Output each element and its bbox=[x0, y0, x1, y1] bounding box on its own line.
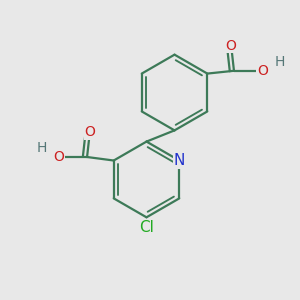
Text: O: O bbox=[53, 150, 64, 164]
Text: O: O bbox=[257, 64, 268, 78]
Text: O: O bbox=[226, 38, 237, 52]
Text: H: H bbox=[275, 55, 285, 69]
Text: Cl: Cl bbox=[139, 220, 154, 235]
Text: O: O bbox=[84, 125, 95, 139]
Text: H: H bbox=[37, 141, 47, 155]
Text: N: N bbox=[174, 153, 185, 168]
